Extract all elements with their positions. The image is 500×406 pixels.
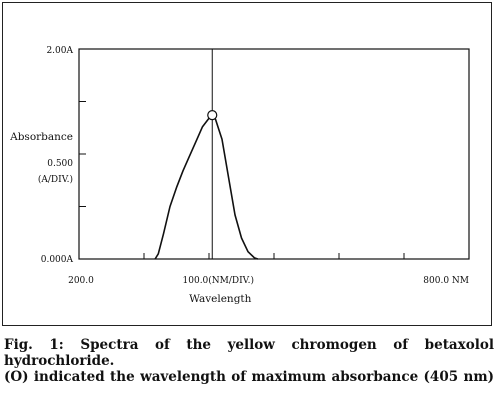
caption-line-3: (O) indicated the wavelength of maximum …: [4, 369, 494, 385]
x-tick-label-end: 800.0 NM: [423, 276, 469, 286]
y-tick-label-bottom: 0.000A: [41, 255, 74, 265]
spectrum-line: [154, 114, 259, 260]
plot-area-frame: [78, 48, 470, 260]
caption-line-1: Fig. 1: Spectra of the yellow chromogen …: [4, 337, 494, 353]
x-tick-label-scale: 100.0(NM/DIV.): [183, 275, 254, 286]
max-absorbance-marker: [207, 110, 218, 121]
spectrum-chart: 2.00A 0.000A 0.500 (A/DIV.) Absorbance 200.0 1…: [9, 46, 470, 305]
y-scale-label-value: 0.500: [47, 159, 73, 169]
y-scale-label-unit: (A/DIV.): [38, 174, 73, 185]
y-tick-label-top: 2.00A: [46, 46, 73, 56]
figure-caption: Fig. 1: Spectra of the yellow chromogen …: [4, 337, 494, 385]
figure-frame: 2.00A 0.000A 0.500 (A/DIV.) Absorbance 200.0 1…: [2, 2, 492, 326]
caption-line-2: hydrochloride.: [4, 353, 115, 369]
x-axis-title: Wavelength: [189, 293, 252, 305]
x-tick-label-start: 200.0: [68, 276, 94, 286]
y-axis-title: Absorbance: [9, 131, 73, 143]
